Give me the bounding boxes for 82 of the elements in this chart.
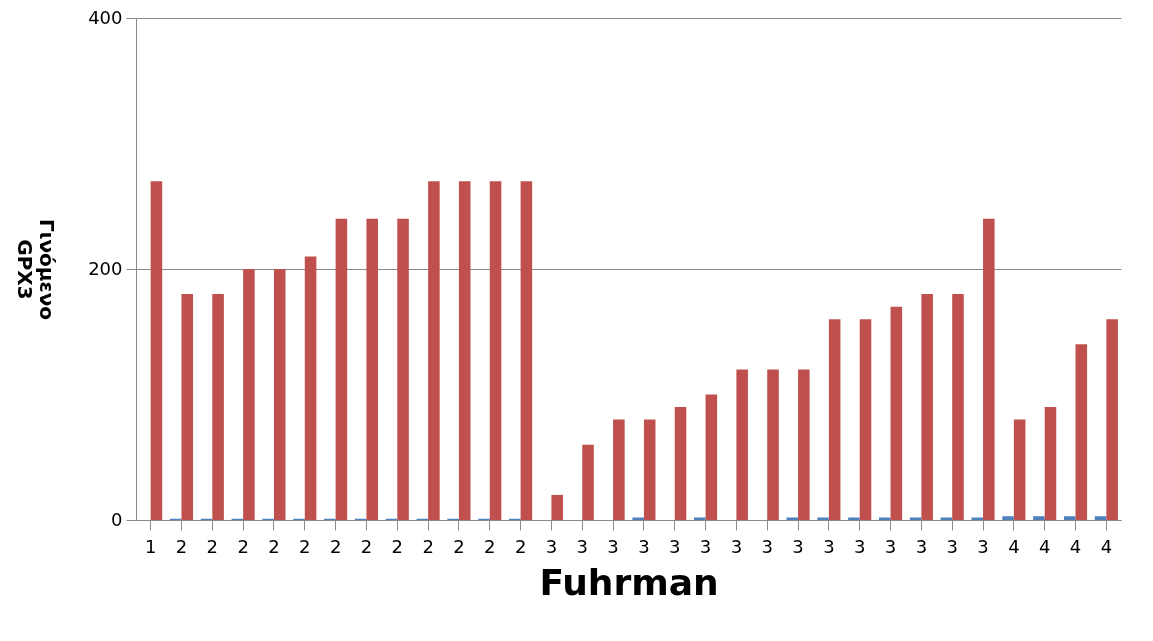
bar (890, 306, 903, 520)
bar (1106, 319, 1118, 520)
bar (878, 517, 891, 520)
x-tick-label: 2 (175, 535, 188, 557)
bar (632, 517, 644, 520)
bar (582, 444, 594, 520)
bar (909, 517, 922, 520)
y-tick-label: 200 (88, 257, 123, 279)
bar (458, 181, 471, 520)
bar (428, 181, 440, 520)
x-tick-label: 3 (730, 535, 743, 557)
bar (971, 517, 984, 520)
x-tick-label: 3 (946, 535, 958, 557)
bar (181, 294, 194, 520)
x-tick-label: 3 (915, 535, 928, 557)
bar (551, 494, 563, 520)
x-tick-label: 3 (884, 535, 897, 557)
bar (1044, 407, 1057, 520)
bar (767, 369, 779, 520)
x-tick-label: 3 (853, 535, 866, 557)
x-tick-label: 2 (514, 535, 527, 557)
x-tick-label: 3 (761, 535, 773, 557)
x-axis-title: Fuhrman (539, 561, 719, 603)
x-tick-label: 2 (360, 535, 373, 557)
x-tick-label: 3 (638, 535, 650, 557)
bar (1002, 516, 1014, 520)
x-tick-label: 1 (144, 535, 157, 557)
x-tick-label: 4 (1038, 535, 1051, 557)
x-tick-label: 2 (237, 535, 249, 557)
bar (273, 269, 286, 520)
bar (489, 181, 502, 520)
bar (736, 369, 748, 520)
bar (848, 517, 860, 520)
bar (817, 517, 829, 520)
y-tick-label: 0 (111, 508, 123, 530)
bar (1063, 516, 1076, 520)
x-tick-label: 3 (576, 535, 588, 557)
bar (520, 181, 533, 520)
bar (694, 517, 706, 520)
bar (705, 394, 718, 520)
x-tick-label: 3 (823, 535, 835, 557)
bar (983, 218, 995, 520)
y-tick-label: 400 (88, 6, 123, 28)
x-tick-label: 2 (206, 535, 219, 557)
x-tick-label: 2 (484, 535, 496, 557)
bar (1013, 419, 1026, 520)
x-tick-label: 2 (268, 535, 280, 557)
x-tick-label: 4 (1008, 535, 1020, 557)
bar (1094, 516, 1107, 520)
bar (613, 419, 625, 520)
bar (1075, 344, 1088, 520)
x-tick-label: 3 (607, 535, 619, 557)
bar (243, 269, 255, 520)
bar (643, 419, 656, 520)
x-tick-label: 3 (792, 535, 804, 557)
bar (335, 218, 348, 520)
x-tick-label: 3 (669, 535, 681, 557)
x-tick-label: 4 (1100, 535, 1113, 557)
x-tick-label: 2 (391, 535, 404, 557)
x-tick-label: 4 (1069, 535, 1082, 557)
bar (304, 256, 317, 520)
bar (674, 407, 687, 520)
x-tick-label: 2 (422, 535, 434, 557)
bar (397, 218, 409, 520)
x-tick-label: 2 (299, 535, 311, 557)
bar (952, 294, 964, 520)
bar (940, 517, 953, 520)
bar (366, 218, 379, 520)
bar (859, 319, 872, 520)
bar (786, 517, 799, 520)
x-tick-label: 3 (545, 535, 558, 557)
bar (212, 294, 224, 520)
x-tick-label: 3 (699, 535, 712, 557)
bar (921, 294, 933, 520)
x-tick-label: 2 (329, 535, 342, 557)
bar (150, 181, 163, 520)
bar (1033, 516, 1045, 520)
bar (798, 369, 810, 520)
x-tick-label: 3 (977, 535, 989, 557)
y-axis-title: Γινόμενο GPX3 (13, 218, 60, 321)
x-tick-label: 2 (453, 535, 465, 557)
bar (828, 319, 841, 520)
